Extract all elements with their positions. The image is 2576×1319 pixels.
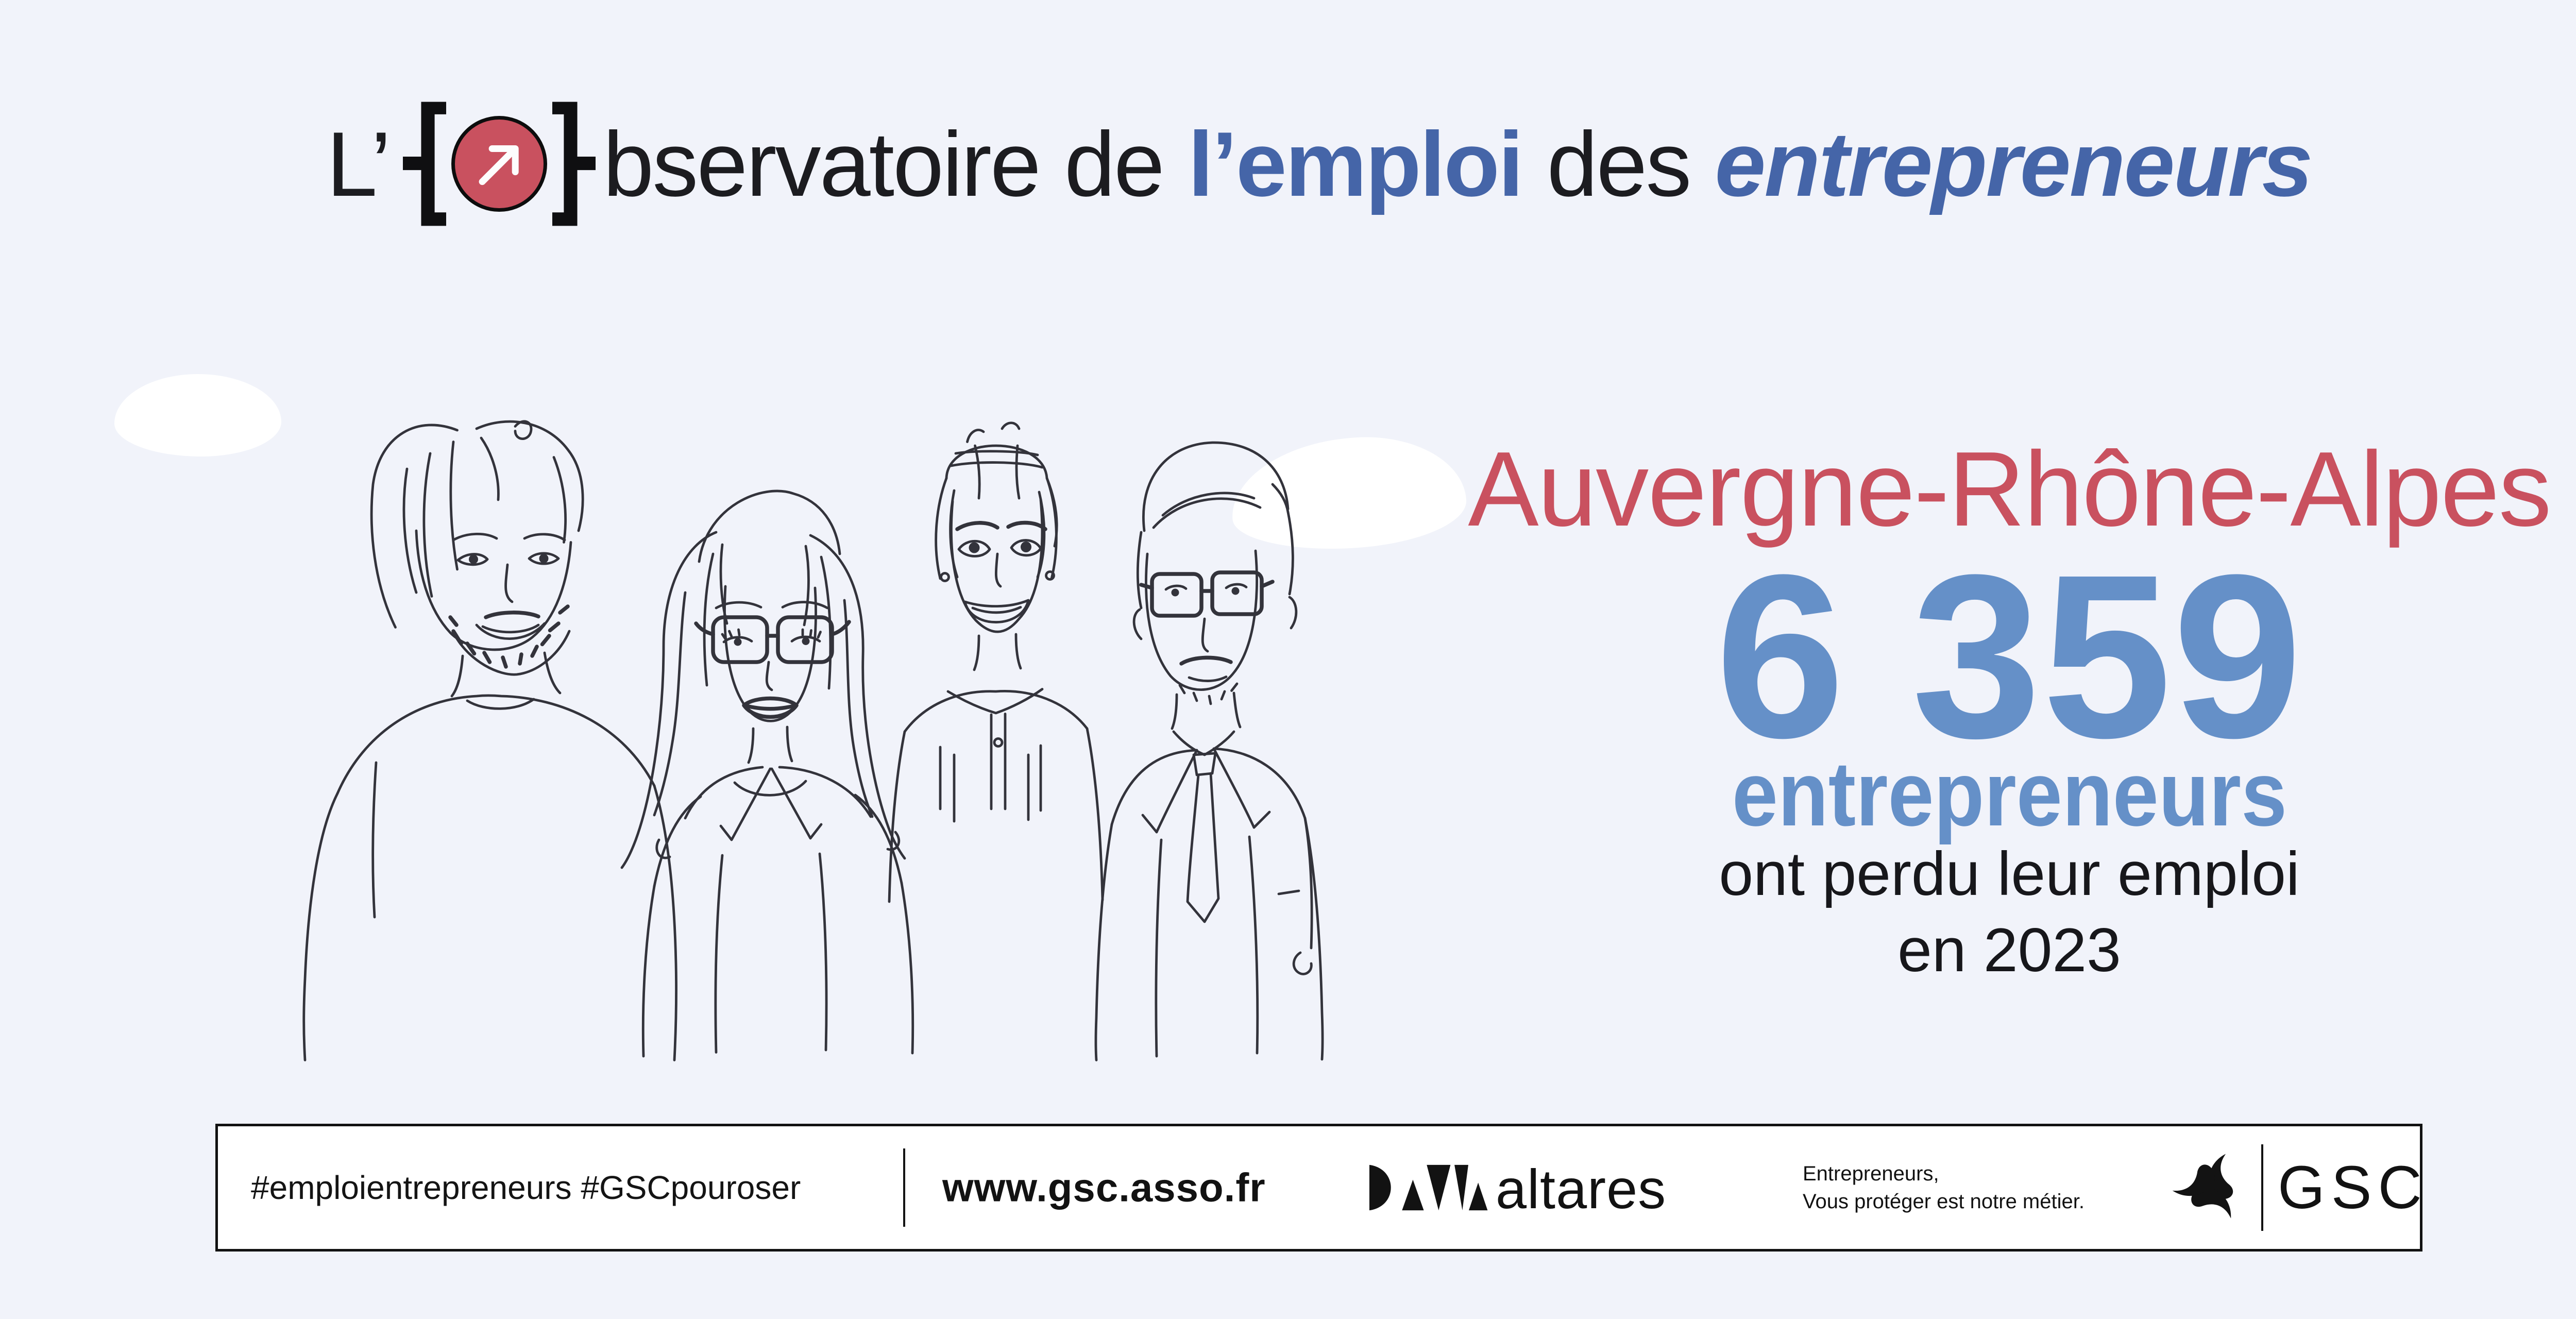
cloud-shape-left [114,374,281,456]
stats-block: Auvergne-Rhône-Alpes 6 359 entrepreneurs… [1412,0,2576,1082]
gsc-tagline: Entrepreneurs, Vous protéger est notre m… [1803,1160,2084,1215]
stat-count: 6 359 [1715,526,2303,786]
title-prefix: L’ [326,112,392,215]
gsc-logo: GSC [2170,1144,2428,1231]
title-word-emploi: l’emploi [1188,112,1524,215]
data-triangles-icon [1369,1164,1488,1211]
stat-detail-line2: en 2023 [1897,916,2121,985]
hashtags-text: #emploientrepreneurs #GSCpouroser [251,1169,801,1206]
website-text: www.gsc.asso.fr [942,1164,1266,1210]
brace-close-icon [552,97,596,230]
altares-wordmark: altares [1496,1158,1667,1221]
gsc-logo-divider [2261,1144,2263,1231]
altares-logo: altares [1366,1158,1667,1221]
sketch-woman-smile [888,421,1104,903]
triskelion-icon [2172,1154,2233,1219]
sketch-man-suit [1094,441,1324,1061]
observatoire-logo [403,97,596,230]
sketch-man-beard [302,420,677,1061]
stat-count-label: entrepreneurs [1732,742,2287,845]
title-word-de: de [1064,112,1165,215]
sketch-woman-glasses [620,489,914,1058]
arrow-up-right-icon [479,145,519,185]
footer-bar: #emploientrepreneurs #GSCpouroser www.gs… [215,1124,2422,1252]
title-word-des: des [1547,112,1691,215]
banner-title: L’ bservatoire de l’emploi des entrepren… [0,87,2576,241]
footer-divider [903,1148,905,1227]
logo-circle [451,116,548,212]
four-people-illustration [222,299,1350,1072]
title-word-observatoire: bservatoire [603,112,1041,215]
tagline-line2: Vous protéger est notre métier. [1803,1190,2084,1213]
tagline-line1: Entrepreneurs, [1803,1162,1939,1185]
brace-open-icon [403,97,447,230]
gsc-wordmark: GSC [2278,1154,2428,1222]
stat-detail-line1: ont perdu leur emploi [1719,839,2300,908]
region-name: Auvergne-Rhône-Alpes [1468,430,2551,548]
title-word-entrepreneurs: entrepreneurs [1715,112,2313,215]
